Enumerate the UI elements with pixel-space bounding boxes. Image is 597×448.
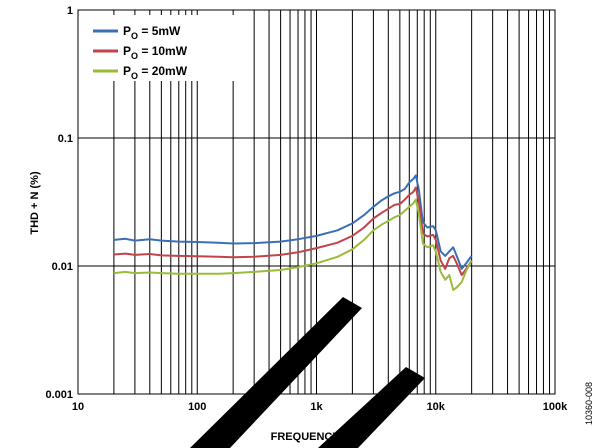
tick-labels: 10 100 1k 10k 100k 0.001 0.01 0.1 1 [45,5,568,413]
y-axis-label: THD + N (%) [29,171,41,235]
watermark-stroke-2 [318,367,425,448]
x-tick-label: 100 [188,401,206,413]
legend-entry: PO = 5mW [123,24,181,41]
figure-id: 10360-008 [584,382,594,425]
series-line-3 [113,198,473,291]
legend-entry: PO = 10mW [123,44,188,61]
y-tick-label: 0.001 [45,389,73,401]
legend-entry: PO = 20mW [123,64,188,81]
watermark [190,297,425,448]
watermark-stroke-1 [190,297,362,448]
x-tick-label: 100k [543,401,568,413]
y-tick-label: 1 [67,5,73,17]
y-tick-label: 0.1 [58,133,73,145]
x-tick-label: 10 [72,401,84,413]
x-tick-label: 10k [427,401,446,413]
grid [77,9,556,395]
series-line-1 [113,174,473,270]
series-layer [113,174,473,291]
y-tick-label: 0.01 [52,261,73,273]
legend: PO = 5mW PO = 10mW PO = 20mW [86,15,236,81]
x-axis-label: FREQUENCY (Hz) [271,431,364,443]
x-tick-label: 1k [310,401,323,413]
series-line-2 [113,186,473,276]
